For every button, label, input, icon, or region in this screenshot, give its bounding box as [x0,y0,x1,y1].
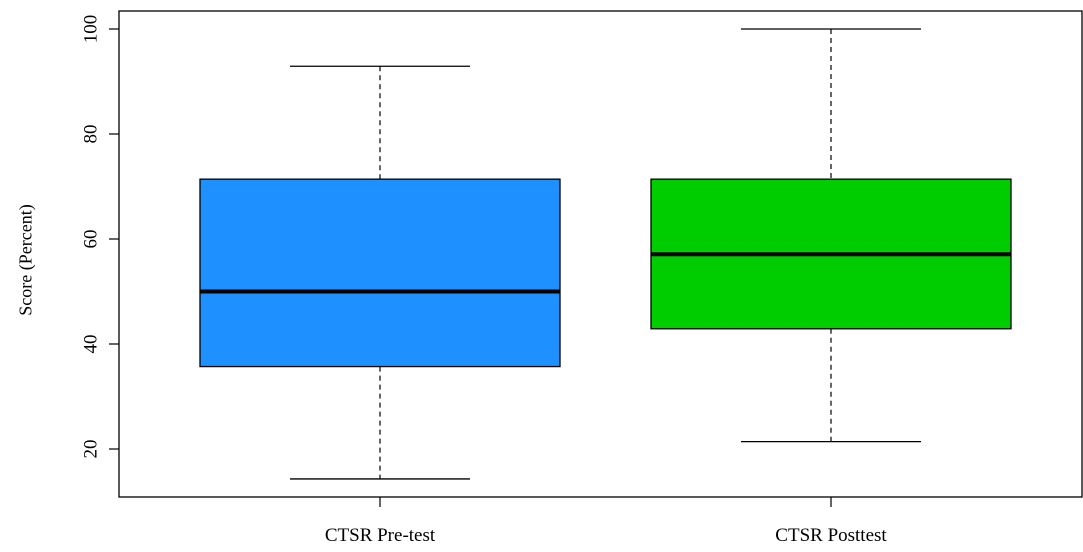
y-tick-label: 100 [81,15,102,44]
plot-frame [118,10,1083,498]
y-tick-label: 20 [81,440,102,459]
plot-area: 20 40 60 80 100 CTSR Pre-test CTSR Posttest [81,10,1083,546]
y-axis-title: Score (Percent) [15,204,36,315]
box-1 [199,178,561,368]
x-tick-label: CTSR Pre-test [325,525,436,546]
y-tick-label: 60 [81,230,102,249]
y-tick-label: 40 [81,335,102,354]
y-tick-label: 80 [81,125,102,144]
x-tick-label: CTSR Posttest [775,525,887,546]
